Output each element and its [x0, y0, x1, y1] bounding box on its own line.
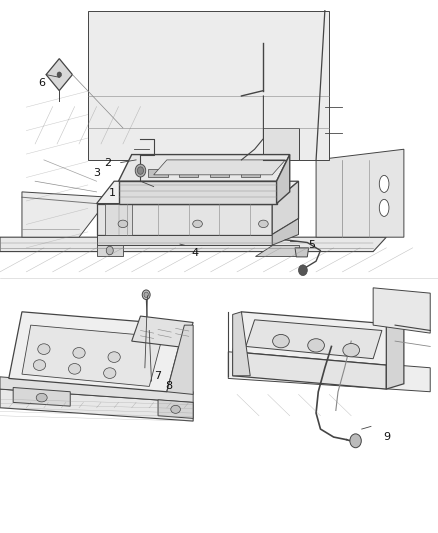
Polygon shape [263, 128, 298, 160]
Text: 1: 1 [108, 188, 115, 198]
Circle shape [57, 72, 61, 77]
Circle shape [349, 434, 360, 448]
Ellipse shape [73, 348, 85, 358]
Polygon shape [232, 352, 385, 389]
Polygon shape [385, 325, 403, 389]
Circle shape [144, 292, 148, 297]
Polygon shape [228, 352, 429, 392]
Ellipse shape [378, 199, 388, 216]
Circle shape [135, 164, 145, 177]
Polygon shape [96, 235, 272, 245]
Text: 6: 6 [38, 78, 45, 87]
Ellipse shape [258, 220, 268, 228]
Text: 2: 2 [104, 158, 111, 167]
Polygon shape [372, 288, 429, 333]
Polygon shape [240, 169, 259, 177]
Polygon shape [232, 312, 403, 365]
Polygon shape [13, 387, 70, 406]
Text: 7: 7 [154, 371, 161, 381]
Ellipse shape [192, 220, 202, 228]
Polygon shape [0, 237, 385, 252]
Ellipse shape [118, 220, 127, 228]
Polygon shape [254, 245, 298, 256]
Polygon shape [166, 325, 193, 394]
Polygon shape [96, 204, 272, 235]
Text: 3: 3 [93, 168, 100, 178]
Polygon shape [158, 400, 193, 418]
Ellipse shape [170, 405, 180, 414]
Circle shape [106, 246, 113, 255]
Polygon shape [118, 155, 289, 181]
Ellipse shape [33, 360, 46, 370]
Polygon shape [0, 389, 193, 421]
Ellipse shape [342, 343, 359, 357]
Circle shape [298, 265, 307, 276]
Polygon shape [88, 11, 328, 160]
Polygon shape [46, 59, 72, 91]
Polygon shape [209, 169, 229, 177]
Polygon shape [153, 160, 285, 175]
Polygon shape [118, 181, 276, 204]
Ellipse shape [108, 352, 120, 362]
Polygon shape [245, 320, 381, 359]
Polygon shape [272, 181, 298, 235]
Polygon shape [22, 325, 162, 386]
Polygon shape [272, 219, 298, 245]
Text: 4: 4 [191, 248, 198, 257]
Ellipse shape [103, 368, 116, 378]
Polygon shape [96, 245, 123, 256]
Polygon shape [9, 312, 184, 392]
Polygon shape [148, 169, 167, 177]
Ellipse shape [68, 364, 81, 374]
Polygon shape [105, 204, 131, 235]
Polygon shape [315, 149, 403, 237]
Polygon shape [96, 181, 298, 204]
Text: 8: 8 [165, 382, 172, 391]
Circle shape [142, 290, 150, 300]
Ellipse shape [307, 339, 324, 352]
Ellipse shape [36, 393, 47, 402]
Polygon shape [276, 155, 289, 204]
Ellipse shape [272, 335, 289, 348]
Polygon shape [22, 192, 110, 237]
Ellipse shape [378, 175, 388, 192]
Polygon shape [179, 169, 198, 177]
Circle shape [137, 167, 143, 174]
Polygon shape [0, 377, 193, 402]
Text: 5: 5 [307, 240, 314, 250]
Text: 9: 9 [382, 432, 389, 442]
Polygon shape [294, 248, 308, 257]
Ellipse shape [38, 344, 50, 354]
Polygon shape [232, 312, 250, 376]
Polygon shape [131, 316, 193, 348]
